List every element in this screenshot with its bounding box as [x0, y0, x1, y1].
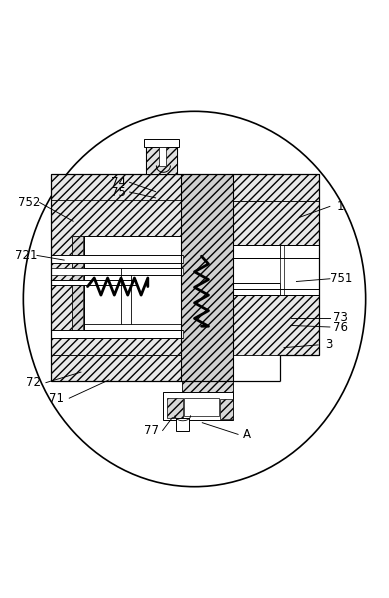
- Bar: [84, 236, 181, 338]
- Bar: [51, 255, 183, 263]
- Bar: [144, 139, 179, 147]
- Bar: [163, 392, 233, 420]
- Text: A: A: [243, 428, 251, 441]
- Bar: [233, 283, 280, 295]
- Text: 1: 1: [336, 200, 344, 213]
- Text: 75: 75: [111, 185, 126, 199]
- Bar: [181, 174, 233, 381]
- Bar: [220, 399, 233, 419]
- Bar: [176, 417, 189, 431]
- Bar: [233, 201, 319, 245]
- Text: 751: 751: [330, 272, 353, 285]
- Text: 72: 72: [26, 376, 40, 389]
- Bar: [159, 147, 166, 166]
- Text: 71: 71: [49, 392, 64, 405]
- Bar: [182, 381, 233, 400]
- Text: 74: 74: [111, 176, 126, 189]
- Bar: [167, 398, 183, 417]
- Ellipse shape: [23, 111, 366, 487]
- Text: 73: 73: [333, 311, 348, 324]
- Bar: [280, 245, 284, 295]
- Bar: [51, 174, 319, 201]
- Text: 752: 752: [18, 196, 40, 209]
- Bar: [184, 398, 219, 416]
- Bar: [51, 268, 183, 275]
- Bar: [72, 236, 181, 338]
- Bar: [233, 245, 280, 258]
- Text: 77: 77: [144, 424, 159, 437]
- Bar: [51, 355, 183, 381]
- Bar: [233, 295, 319, 355]
- Bar: [51, 200, 183, 355]
- Text: 721: 721: [15, 249, 38, 262]
- Bar: [72, 236, 83, 338]
- Bar: [146, 139, 177, 174]
- Bar: [233, 174, 319, 201]
- Text: 76: 76: [333, 321, 348, 334]
- Bar: [51, 330, 183, 338]
- Text: 3: 3: [325, 338, 332, 352]
- Bar: [51, 279, 136, 285]
